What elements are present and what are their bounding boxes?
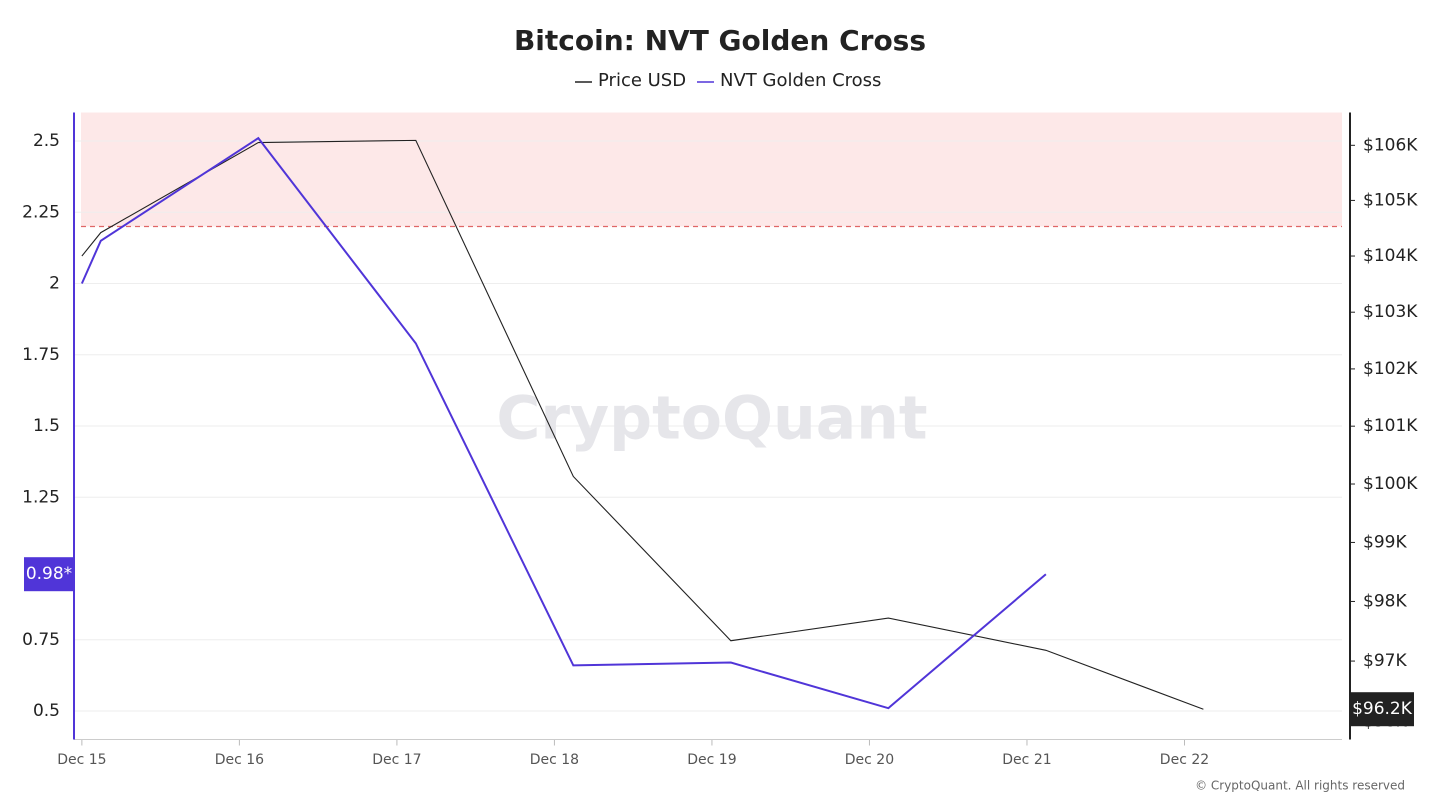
series-line [81,139,1204,710]
x-tick-label: Dec 18 [530,752,579,768]
y2-tick-label: $106K [1363,135,1418,155]
y-tick-label: 0.75 [22,630,60,650]
y-tick-label: 1.25 [22,487,60,507]
x-tick-label: Dec 15 [57,752,106,768]
x-tick-label: Dec 19 [687,752,736,768]
y-tick-label: 0.5 [33,701,60,721]
alert-zone [81,112,1342,227]
y2-tick-label: $103K [1363,302,1418,322]
y-tick-label: 1.5 [33,416,60,436]
x-tick-label: Dec 20 [845,752,894,768]
y-tick-label: 2.25 [22,202,60,222]
y-tick-label: 2 [49,274,60,294]
legend-label: Price USD [598,70,686,91]
y2-tick-label: $100K [1363,474,1418,494]
y2-tick-label: $102K [1363,359,1418,379]
y2-tick-label: $105K [1363,190,1418,210]
series-line [80,136,1047,710]
y2-tick-label: $98K [1363,591,1407,611]
x-tick-label: Dec 21 [1002,752,1051,768]
y2-tick-label: $99K [1363,532,1407,552]
legend-label: NVT Golden Cross [720,70,881,91]
footer: © CryptoQuant. All rights reserved [1195,779,1405,793]
y2-tick-label: $97K [1363,651,1407,671]
x-tick-label: Dec 22 [1160,752,1209,768]
x-tick-label: Dec 16 [215,752,264,768]
chart-title: Bitcoin: NVT Golden Cross [514,24,926,57]
last-value-label: 0.98* [26,564,72,584]
last-value-badge [24,557,74,592]
watermark: CryptoQuant [496,384,927,454]
y-tick-label: 2.5 [33,131,60,151]
x-tick-label: Dec 17 [372,752,421,768]
y2-tick-label: $101K [1363,416,1418,436]
last-value-badge [1350,692,1414,727]
last-value-label: $96.2K [1352,699,1413,719]
y-tick-label: 1.75 [22,345,60,365]
y2-tick-label: $104K [1363,246,1418,266]
